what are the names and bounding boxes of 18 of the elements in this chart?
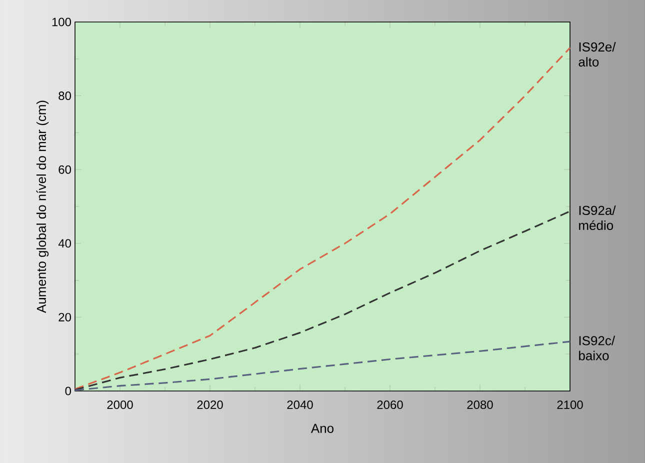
series-label: IS92c/ baixo — [579, 336, 616, 360]
line-series — [74, 210, 571, 391]
y-tick-label: 100 — [52, 18, 72, 26]
x-tick-label: 2100 — [557, 400, 583, 410]
y-tick-label: 40 — [58, 239, 72, 248]
series-label: IS92e/ alto — [578, 42, 616, 67]
y-tick-label: 20 — [58, 312, 72, 322]
x-tick-label: 2020 — [197, 400, 223, 410]
x-tick-label: 2060 — [377, 400, 403, 410]
x-tick-label: 2000 — [107, 400, 133, 410]
y-tick-label: 60 — [58, 165, 72, 174]
y-tick-label: 80 — [58, 92, 72, 100]
x-tick-label: 2040 — [287, 400, 313, 410]
y-tick-label: 0 — [65, 386, 72, 396]
y-axis-title: Aumento global do nível do mar (cm) — [36, 100, 49, 314]
x-tick-label: 2080 — [467, 400, 493, 410]
series-label: IS92a/ médio — [579, 205, 616, 230]
x-axis-title: Ano — [310, 424, 334, 433]
